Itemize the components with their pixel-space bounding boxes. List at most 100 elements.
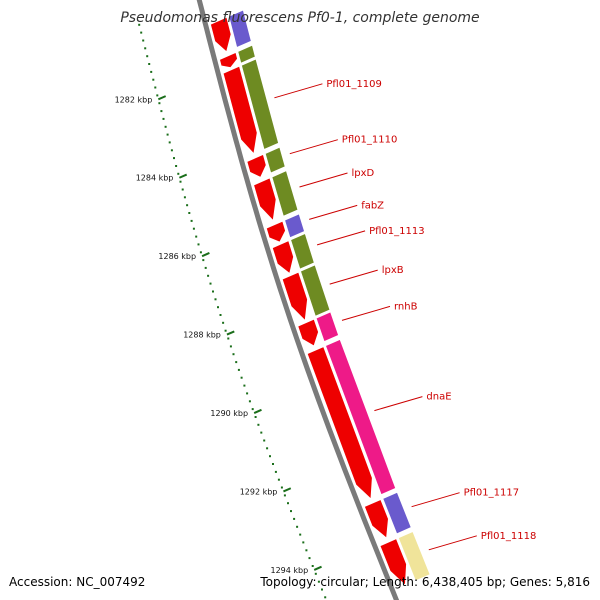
cds-arrow — [209, 16, 232, 53]
ruler-dot — [164, 125, 167, 128]
cog-block — [289, 232, 316, 270]
gene-label: Pfl01_1117 — [464, 488, 520, 499]
ruler-dot — [311, 565, 314, 567]
ruler-dot — [296, 525, 299, 528]
ruler-dot — [240, 376, 243, 379]
ruler-dot — [266, 447, 269, 450]
ruler-dot — [287, 502, 289, 505]
ruler-dot — [142, 39, 145, 42]
ruler-dot — [152, 78, 155, 81]
label-leader — [374, 396, 423, 412]
label-leader — [309, 204, 358, 220]
ruler-dot — [324, 596, 327, 599]
ruler-label: 1294 kbp — [270, 566, 308, 575]
ruler-dot — [207, 274, 210, 277]
ruler-label: 1288 kbp — [183, 331, 221, 340]
gene-label: Pfl01_1113 — [369, 226, 425, 237]
ruler-dot — [195, 235, 198, 238]
label-leader — [411, 492, 460, 508]
ruler-dot — [274, 470, 277, 473]
cog-block — [271, 169, 299, 217]
cog-block — [228, 9, 252, 49]
ruler-dot — [188, 212, 191, 214]
ruler-dot — [254, 416, 257, 418]
cds-arrow — [363, 498, 390, 540]
cog-block — [299, 264, 331, 317]
cog-block — [315, 311, 340, 343]
ruler-dot — [173, 157, 175, 160]
ruler-dot — [177, 172, 180, 175]
ruler-dot — [175, 165, 178, 167]
cog-block — [397, 530, 431, 582]
ruler-dot — [257, 423, 260, 426]
ruler-dot — [280, 486, 283, 489]
cog-block — [264, 146, 286, 174]
gene-label: Pfl01_1109 — [326, 79, 382, 90]
ruler-dot — [181, 188, 184, 191]
ruler-dot — [156, 94, 159, 97]
ruler-dot — [302, 541, 305, 544]
ruler-dot — [251, 408, 254, 411]
backbone — [196, 0, 400, 600]
ruler-dot — [166, 133, 169, 136]
cds-arrow — [246, 153, 267, 179]
label-leader — [329, 269, 378, 285]
label-leader — [341, 305, 391, 321]
ruler-dot — [260, 431, 263, 434]
ruler-dot — [229, 345, 232, 348]
ruler-dot — [154, 86, 157, 89]
label-leader — [316, 230, 366, 246]
cds-arrow — [271, 239, 295, 275]
ruler-dot — [269, 455, 271, 458]
cds-arrow — [297, 318, 320, 347]
ruler-tick — [313, 565, 322, 571]
ruler-dot — [146, 55, 149, 58]
ruler-dot — [321, 588, 323, 591]
gene-label: lpxD — [352, 168, 375, 179]
ruler-dot — [209, 282, 212, 285]
cds-arrow — [265, 220, 287, 243]
ruler-dot — [199, 251, 202, 254]
ruler-dot — [243, 384, 246, 387]
ruler-dot — [192, 227, 195, 230]
cog-block — [283, 213, 306, 239]
ruler-dot — [190, 219, 193, 222]
ruler-dot — [197, 243, 200, 246]
ruler-dot — [224, 329, 227, 332]
cds-arrow — [222, 65, 258, 156]
ruler-dot — [227, 337, 230, 340]
ruler-tick — [226, 330, 235, 336]
ruler-dot — [222, 321, 225, 324]
gene-label: fabZ — [361, 200, 384, 211]
ruler-tick — [253, 408, 262, 414]
ruler-dot — [150, 70, 153, 73]
cog-track — [228, 9, 431, 582]
ruler-dot — [232, 353, 235, 356]
cds-arrow — [252, 177, 277, 222]
ruler-dot — [246, 392, 249, 395]
genome-title: Pseudomonas fluorescens Pf0-1, complete … — [120, 10, 480, 26]
ruler-dot — [162, 117, 165, 120]
gene-label: lpxB — [382, 265, 404, 276]
ruler-dot — [317, 580, 320, 583]
cog-block — [324, 338, 397, 496]
label-leader — [289, 139, 338, 155]
ruler-dot — [308, 557, 311, 560]
ruler-dot — [148, 63, 151, 65]
gene-label: dnaE — [426, 392, 451, 403]
label-leader — [299, 172, 348, 188]
ruler-dot — [305, 549, 308, 552]
ruler-label: 1284 kbp — [136, 174, 174, 183]
genome-stats-text: Topology: circular; Length: 6,438,405 bp… — [260, 575, 590, 589]
label-leader — [428, 535, 477, 551]
ruler-dot — [144, 47, 147, 50]
ruler-label: 1282 kbp — [115, 95, 153, 104]
ruler-dot — [219, 314, 222, 316]
ruler-dot — [272, 463, 274, 465]
ruler-label: 1290 kbp — [210, 409, 248, 418]
ruler-dot — [202, 259, 205, 262]
ruler-tick — [157, 95, 167, 101]
ruler-dot — [235, 361, 238, 364]
ruler-dot — [140, 31, 143, 34]
